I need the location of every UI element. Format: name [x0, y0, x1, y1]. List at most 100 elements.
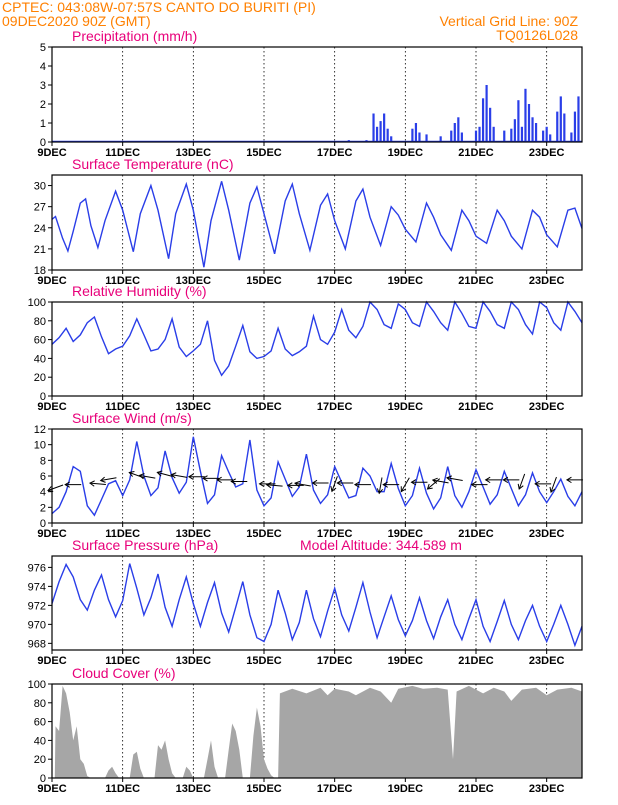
x-tick-label: 9DEC: [37, 783, 66, 795]
wind-arrow-shaft: [446, 477, 463, 482]
wind-arrow-head: [353, 481, 360, 488]
x-tick-label: 15DEC: [246, 401, 282, 413]
wind-arrow-head: [549, 486, 556, 494]
wind-arrow: [549, 476, 557, 494]
precip-bar: [425, 134, 428, 142]
y-tick-label: 80: [34, 698, 46, 710]
x-tick-label: 21DEC: [458, 783, 494, 795]
wind-arrow: [286, 482, 304, 489]
x-tick-label: 23DEC: [529, 655, 565, 667]
y-tick-label: 100: [28, 297, 46, 309]
x-tick-label: 17DEC: [317, 528, 353, 540]
press-series-line: [51, 562, 583, 648]
wind-arrow: [426, 478, 441, 490]
wind-arrow-shaft: [432, 479, 449, 484]
plot-frame: [51, 174, 583, 271]
x-tick-label: 11DEC: [105, 783, 140, 795]
wind-arrow-head: [470, 481, 477, 488]
wind-arrow-head: [128, 470, 135, 477]
wind-arrow-shaft: [47, 484, 64, 491]
x-tick-label: 17DEC: [317, 655, 353, 667]
x-tick-label: 21DEC: [458, 401, 494, 413]
wind-arrow-shaft: [294, 482, 311, 487]
x-tick-label: 11DEC: [105, 528, 140, 540]
precip-bar: [390, 136, 393, 142]
y-tick-label: 0: [40, 518, 46, 530]
wind-arrow: [431, 477, 449, 484]
wind-arrow: [170, 472, 188, 479]
precip-title: Precipitation (mm/h): [72, 28, 197, 44]
precip-bar: [478, 126, 481, 142]
plot-frame: [51, 555, 583, 651]
y-tick-label: 20: [34, 372, 46, 384]
x-tick-label: 15DEC: [246, 655, 282, 667]
x-tick-label: 17DEC: [317, 147, 353, 159]
precip-bar: [375, 126, 379, 142]
wind-arrow: [265, 481, 283, 489]
wind-arrow: [565, 476, 583, 484]
wind-arrow-shaft: [331, 476, 338, 492]
precip-bar: [457, 117, 460, 142]
wind-arrow: [156, 470, 173, 477]
wind-series-line: [51, 436, 583, 517]
model-header: TQ0126L028: [496, 27, 578, 43]
y-tick-label: 972: [28, 600, 46, 612]
x-tick-label: 21DEC: [458, 655, 494, 667]
precip-bar: [563, 113, 566, 142]
wind-arrow: [330, 476, 338, 493]
wind-title: Surface Wind (m/s): [72, 410, 192, 426]
wind-arrow-shaft: [89, 482, 106, 486]
x-tick-label: 17DEC: [317, 783, 353, 795]
x-tick-label: 11DEC: [105, 401, 140, 413]
x-tick-label: 19DEC: [388, 147, 424, 159]
y-tick-label: 974: [28, 581, 46, 593]
wind-arrow-shaft: [100, 477, 117, 482]
x-tick-label: 9DEC: [37, 275, 66, 287]
wind-arrow-shaft: [518, 473, 526, 490]
rh-title: Relative Humidity (%): [72, 283, 207, 299]
x-tick-label: 9DEC: [37, 655, 66, 667]
x-tick-label: 11DEC: [105, 275, 140, 287]
x-tick-label: 15DEC: [246, 147, 282, 159]
rh-panel: 0 20 40 60 80 100 9DEC 11DEC 13DEC 15DEC 17DEC 19DE…: [28, 283, 583, 413]
precip-bar: [372, 113, 375, 142]
y-tick-label: 40: [34, 353, 46, 365]
wind-arrow-head: [170, 472, 177, 479]
wind-arrow: [517, 473, 526, 490]
press-subtitle: Model Altitude: 344.589 m: [300, 537, 462, 553]
precip-panel: 0 1 2 3 4 5 9DEC 11DEC 13DEC 15DEC 17DEC 19DEC 21DEC…: [37, 28, 583, 159]
x-tick-label: 17DEC: [317, 401, 353, 413]
wind-arrow-shaft: [157, 471, 173, 477]
x-tick-label: 19DEC: [388, 655, 424, 667]
wind-arrow-head: [156, 470, 163, 477]
wind-arrow-shaft: [139, 474, 156, 479]
y-tick-label: 12: [34, 424, 46, 436]
x-tick-label: 23DEC: [529, 147, 565, 159]
wind-arrow-head: [64, 481, 70, 488]
wind-arrow: [470, 481, 488, 488]
wind-arrow-head: [99, 476, 106, 483]
x-tick-label: 9DEC: [37, 401, 66, 413]
wind-panel: 0 2 4 6 8 10 12 9DEC 11DEC 13DEC 15DEC 17DEC 19DEC 21…: [34, 410, 583, 540]
x-tick-label: 19DEC: [388, 401, 424, 413]
precip-bar: [383, 113, 386, 142]
wind-arrow: [534, 480, 552, 487]
wind-arrow-head: [265, 481, 272, 489]
precip-bar: [559, 96, 562, 142]
x-tick-label: 19DEC: [388, 275, 424, 287]
wind-arrow: [502, 476, 520, 484]
precip-bar: [545, 126, 548, 142]
y-tick-label: 976: [28, 562, 46, 574]
wind-arrow-head: [376, 488, 384, 495]
press-title: Surface Pressure (hPa): [72, 537, 218, 553]
y-tick-label: 24: [34, 223, 46, 235]
y-tick-label: 8: [40, 455, 46, 467]
plot-frame: [51, 683, 583, 779]
precip-bar: [439, 136, 442, 142]
plot-frame: [51, 46, 583, 143]
rh-series-line: [51, 300, 583, 377]
wind-arrow: [47, 484, 64, 492]
wind-arrow-head: [426, 483, 433, 490]
y-tick-label: 5: [40, 42, 46, 54]
precip-bar: [503, 130, 506, 142]
